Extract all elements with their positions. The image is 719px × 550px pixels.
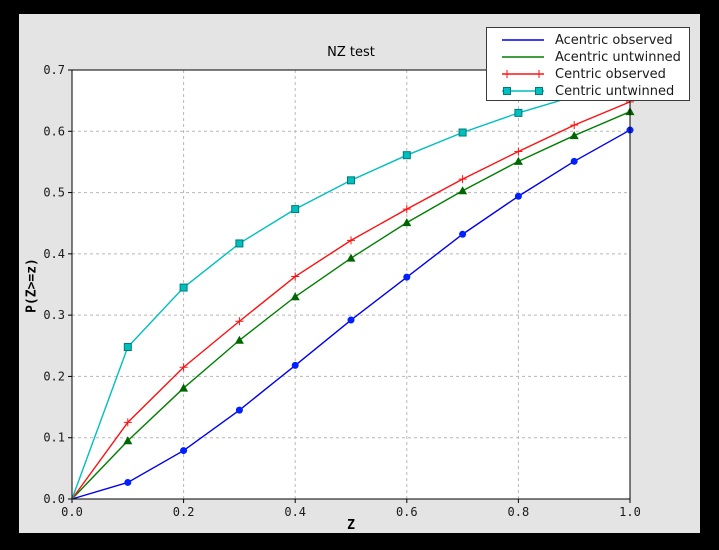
- data-marker-square: [347, 176, 355, 185]
- data-marker-square: [514, 108, 523, 117]
- x-tick-label: 0.0: [61, 505, 83, 519]
- data-marker-square: [402, 151, 411, 160]
- data-marker-triangle: [569, 131, 579, 140]
- data-marker-triangle: [290, 292, 300, 301]
- data-marker-triangle: [458, 186, 468, 195]
- data-marker-circle: [514, 192, 522, 200]
- legend-item: Centric observed: [487, 66, 689, 82]
- legend-marker-plus: [503, 70, 511, 78]
- y-tick-label: 0.4: [43, 247, 65, 261]
- x-tick-label: 0.8: [508, 505, 530, 519]
- data-marker-circle: [180, 447, 188, 455]
- x-tick-label: 1.0: [619, 505, 641, 519]
- legend-marker-square: [535, 87, 543, 95]
- data-marker-plus: [347, 236, 355, 245]
- legend-item: Acentric untwinned: [487, 49, 689, 65]
- y-tick-label: 0.7: [43, 63, 65, 77]
- data-marker-circle: [347, 316, 355, 324]
- figure-canvas: 0.0 0.2 0.4 0.6 0.8 1.0 0.0 0.1 0.2 0.3 0.4 0.5 0.6 0…: [19, 14, 700, 533]
- y-tick-label: 0.6: [43, 124, 65, 138]
- legend-sample-line: [502, 70, 544, 78]
- y-tick-label: 0.3: [43, 308, 65, 322]
- x-axis-label: Z: [347, 518, 355, 533]
- x-tick-label: 0.6: [396, 505, 418, 519]
- y-tick-label: 0.2: [43, 369, 65, 383]
- data-marker-triangle: [179, 383, 189, 392]
- data-marker-circle: [459, 230, 467, 238]
- data-marker-circle: [570, 157, 578, 165]
- legend-marker-square: [503, 87, 511, 95]
- data-marker-plus: [570, 121, 579, 130]
- x-tick-label: 0.4: [284, 505, 306, 519]
- data-marker-plus: [458, 175, 467, 184]
- data-marker-plus: [235, 317, 244, 326]
- data-marker-plus: [123, 418, 132, 427]
- data-marker-circle: [124, 478, 132, 486]
- data-marker-square: [179, 283, 188, 292]
- data-marker-triangle: [234, 335, 244, 344]
- data-marker-triangle: [402, 218, 412, 227]
- y-tick-label: 0.1: [43, 431, 65, 445]
- plot-background: [72, 70, 630, 499]
- legend-item-label: Acentric observed: [555, 32, 673, 48]
- legend-sample-line: [502, 56, 544, 58]
- data-marker-plus: [402, 205, 411, 214]
- y-axis-label: P(Z>=z): [24, 258, 40, 313]
- data-marker-triangle: [346, 253, 356, 262]
- data-marker-square: [235, 239, 244, 248]
- legend-marker-plus: [535, 70, 543, 78]
- data-marker-square: [291, 205, 300, 214]
- data-marker-plus: [291, 272, 300, 281]
- data-marker-circle: [235, 406, 243, 414]
- legend-item: Acentric observed: [487, 32, 689, 48]
- data-marker-plus: [179, 363, 188, 372]
- data-marker-circle: [403, 273, 411, 281]
- y-tick-label: 0.5: [43, 186, 65, 200]
- legend-item-label: Acentric untwinned: [555, 49, 681, 65]
- legend-item-label: Centric untwinned: [555, 83, 675, 99]
- legend-sample-line: [502, 87, 544, 95]
- chart-title: NZ test: [327, 45, 375, 60]
- legend: Acentric observed Acentric untwinned Cen…: [486, 27, 690, 101]
- plot-area: 0.0 0.2 0.4 0.6 0.8 1.0 0.0 0.1 0.2 0.3 0.4 0.5 0.6 0…: [43, 63, 641, 519]
- legend-item-label: Centric observed: [555, 66, 666, 82]
- data-marker-triangle: [513, 156, 523, 165]
- legend-sample-line: [502, 39, 544, 41]
- x-tick-label: 0.2: [173, 505, 195, 519]
- plot-border: [71, 69, 631, 500]
- data-marker-plus: [514, 147, 523, 156]
- data-marker-circle: [291, 361, 299, 369]
- data-marker-square: [458, 128, 467, 137]
- data-marker-square: [123, 343, 132, 352]
- y-tick-label: 0.0: [43, 492, 65, 506]
- legend-item: Centric untwinned: [487, 83, 689, 99]
- data-marker-triangle: [123, 436, 133, 445]
